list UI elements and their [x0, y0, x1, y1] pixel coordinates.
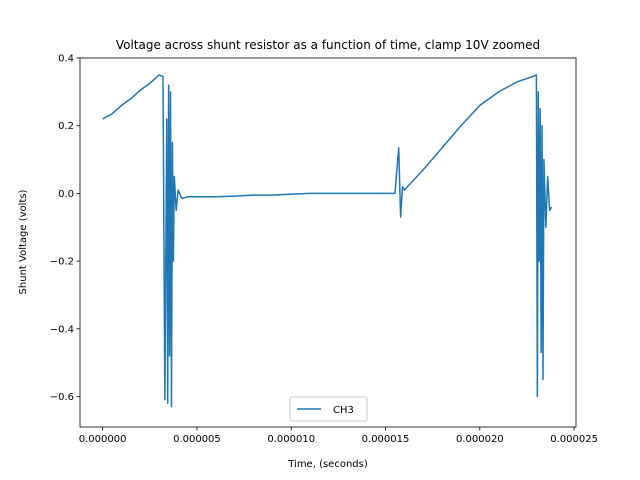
x-tick-label: 0.000025 — [550, 434, 598, 445]
chart-title: Voltage across shunt resistor as a funct… — [116, 38, 540, 52]
legend-box — [289, 396, 368, 422]
y-tick-label: 0.2 — [58, 121, 74, 132]
x-tick-label: 0.000000 — [79, 434, 127, 445]
y-tick-label: 0.0 — [58, 189, 74, 200]
series-line-ch3 — [102, 74, 553, 408]
x-axis-ticks: 0.000000 0.000005 0.000010 0.000015 0.000020… — [79, 427, 598, 445]
x-tick-label: 0.000015 — [362, 434, 410, 445]
y-tick-label: −0.6 — [50, 392, 74, 403]
x-tick-label: 0.000020 — [456, 434, 504, 445]
x-tick-label: 0.000005 — [173, 434, 221, 445]
y-axis-label: Shunt Voltage (volts) — [18, 189, 29, 294]
y-axis-ticks: −0.6 −0.4 −0.2 0.0 0.2 0.4 — [50, 54, 80, 403]
plot-area: 0.000000 0.000005 0.000010 0.000015 0.000020… — [50, 54, 598, 446]
y-tick-label: −0.4 — [50, 324, 74, 335]
legend: CH3 — [289, 396, 368, 422]
x-tick-label: 0.000010 — [267, 434, 315, 445]
axes-frame — [79, 57, 577, 428]
series-layer — [102, 74, 553, 408]
legend-entry-ch3: CH3 — [333, 405, 354, 416]
x-axis-label: Time, (seconds) — [287, 459, 368, 470]
y-tick-label: −0.2 — [50, 257, 74, 268]
y-tick-label: 0.4 — [58, 54, 74, 65]
